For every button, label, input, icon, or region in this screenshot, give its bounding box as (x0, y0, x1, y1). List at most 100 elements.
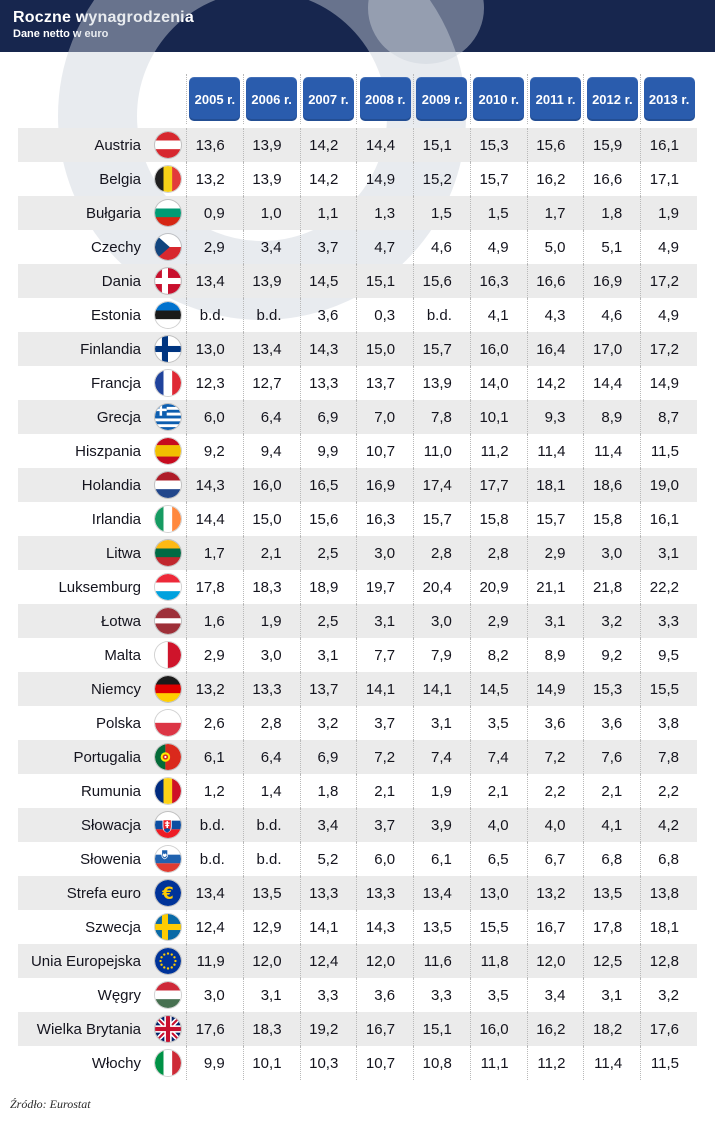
value-cell: 1,2 (186, 774, 243, 808)
value-cell: 16,6 (526, 264, 584, 298)
flag-cell (150, 434, 186, 468)
year-header-label: 2010 r. (473, 77, 525, 121)
value-cell: 15,3 (583, 672, 640, 706)
value-cell: 18,2 (583, 1012, 640, 1046)
country-name: Polska (95, 714, 141, 732)
value-cell: 4,6 (583, 298, 640, 332)
value-cell: 12,3 (186, 366, 243, 400)
value-cell: 3,1 (299, 638, 357, 672)
value-cell: 18,9 (299, 570, 357, 604)
value-cell: 3,6 (583, 706, 640, 740)
table-row: Malta 2,9 3,0 3,1 7,7 7,9 8,2 8,9 9,2 9,5 (18, 638, 697, 672)
value-cell: 3,5 (469, 706, 527, 740)
flag-malta-icon (155, 642, 181, 668)
value-cell: 5,1 (583, 230, 640, 264)
flag-italy-icon (155, 1050, 181, 1076)
table-header-row: 2005 r. 2006 r. 2007 r. 2008 r. 2009 r. 2010 … (18, 74, 697, 124)
value-cell: 3,2 (583, 604, 640, 638)
value-cell: 12,7 (242, 366, 300, 400)
value-cell: 12,0 (526, 944, 584, 978)
flag-cell (150, 162, 186, 196)
value-cell: 3,0 (583, 536, 640, 570)
year-column-header: 2006 r. (242, 74, 300, 124)
value-cell: 10,3 (299, 1046, 357, 1080)
value-cell: 2,5 (299, 604, 357, 638)
value-cell: 12,4 (186, 910, 243, 944)
value-cell: 13,6 (186, 128, 243, 162)
value-cell: 7,0 (356, 400, 413, 434)
year-header-label: 2005 r. (189, 77, 241, 121)
value-cell: 14,1 (356, 672, 413, 706)
value-cell: 14,2 (299, 162, 357, 196)
value-cell: 13,4 (186, 264, 243, 298)
flag-cell (150, 400, 186, 434)
value-cell: 1,9 (640, 196, 697, 230)
flag-cell (150, 536, 186, 570)
value-cell: 3,2 (640, 978, 697, 1012)
flag-slovakia-icon (155, 812, 181, 838)
value-cell: 4,1 (469, 298, 527, 332)
table-row: Łotwa 1,6 1,9 2,5 3,1 3,0 2,9 3,1 3,2 3,3 (18, 604, 697, 638)
value-cell: 6,0 (186, 400, 243, 434)
value-cell: 3,4 (242, 230, 300, 264)
value-cell: 1,7 (186, 536, 243, 570)
value-cell: 14,5 (299, 264, 357, 298)
value-cell: 17,8 (583, 910, 640, 944)
country-name: Litwa (105, 544, 141, 562)
value-cell: 4,3 (526, 298, 584, 332)
value-cell: 17,1 (640, 162, 697, 196)
value-cell: 16,0 (469, 332, 527, 366)
value-cell: 11,4 (583, 434, 640, 468)
value-cell: 1,3 (356, 196, 413, 230)
value-cell: 20,9 (469, 570, 527, 604)
value-cell: 18,3 (242, 570, 300, 604)
value-cell: 15,5 (469, 910, 527, 944)
value-cell: 0,9 (186, 196, 243, 230)
value-cell: 2,1 (469, 774, 527, 808)
year-header-label: 2013 r. (643, 77, 695, 121)
country-name: Włochy (91, 1054, 141, 1072)
table-row: Słowenia b.d. b.d. 5,2 6,0 6,1 6,5 6,7 6,8 6,8 (18, 842, 697, 876)
value-cell: 15,1 (356, 264, 413, 298)
source-note: Źródło: Eurostat (10, 1097, 91, 1111)
value-cell: 11,1 (469, 1046, 527, 1080)
value-cell: 7,7 (356, 638, 413, 672)
value-cell: 14,5 (469, 672, 527, 706)
value-cell: 1,9 (242, 604, 300, 638)
table-row: Czechy 2,9 3,4 3,7 4,7 4,6 4,9 5,0 5,1 4,9 (18, 230, 697, 264)
value-cell: 13,0 (186, 332, 243, 366)
value-cell: 17,6 (640, 1012, 697, 1046)
value-cell: 3,0 (356, 536, 413, 570)
value-cell: 2,9 (526, 536, 584, 570)
value-cell: 3,7 (299, 230, 357, 264)
value-cell: 13,2 (526, 876, 584, 910)
value-cell: 3,6 (356, 978, 413, 1012)
flag-cell (150, 196, 186, 230)
value-cell: 3,7 (356, 706, 413, 740)
flag-uk-icon (155, 1016, 181, 1042)
table-row: Słowacja b.d. b.d. 3,4 3,7 3,9 4,0 4,0 4,1 4,2 (18, 808, 697, 842)
value-cell: 12,8 (640, 944, 697, 978)
value-cell: 3,1 (526, 604, 584, 638)
value-cell: b.d. (242, 298, 300, 332)
value-cell: 15,7 (526, 502, 584, 536)
table-row: Finlandia 13,0 13,4 14,3 15,0 15,7 16,0 16,4 17,… (18, 332, 697, 366)
value-cell: 10,1 (242, 1046, 300, 1080)
value-cell: 13,5 (413, 910, 470, 944)
value-cell: 15,8 (469, 502, 527, 536)
value-cell: 15,5 (640, 672, 697, 706)
value-cell: 18,1 (526, 468, 584, 502)
flag-romania-icon (155, 778, 181, 804)
table-row: Belgia 13,2 13,9 14,2 14,9 15,2 15,7 16,2 16,6 17… (18, 162, 697, 196)
value-cell: b.d. (186, 298, 243, 332)
flag-cell (150, 740, 186, 774)
value-cell: 16,2 (526, 162, 584, 196)
table-row: Francja 12,3 12,7 13,3 13,7 13,9 14,0 14,2 14,4 1… (18, 366, 697, 400)
value-cell: 13,2 (186, 162, 243, 196)
year-header-label: 2006 r. (246, 77, 298, 121)
value-cell: 9,9 (299, 434, 357, 468)
value-cell: 7,8 (413, 400, 470, 434)
value-cell: 17,6 (186, 1012, 243, 1046)
flag-cell (150, 944, 186, 978)
salary-table: 2005 r. 2006 r. 2007 r. 2008 r. 2009 r. 2010 … (18, 74, 697, 1080)
